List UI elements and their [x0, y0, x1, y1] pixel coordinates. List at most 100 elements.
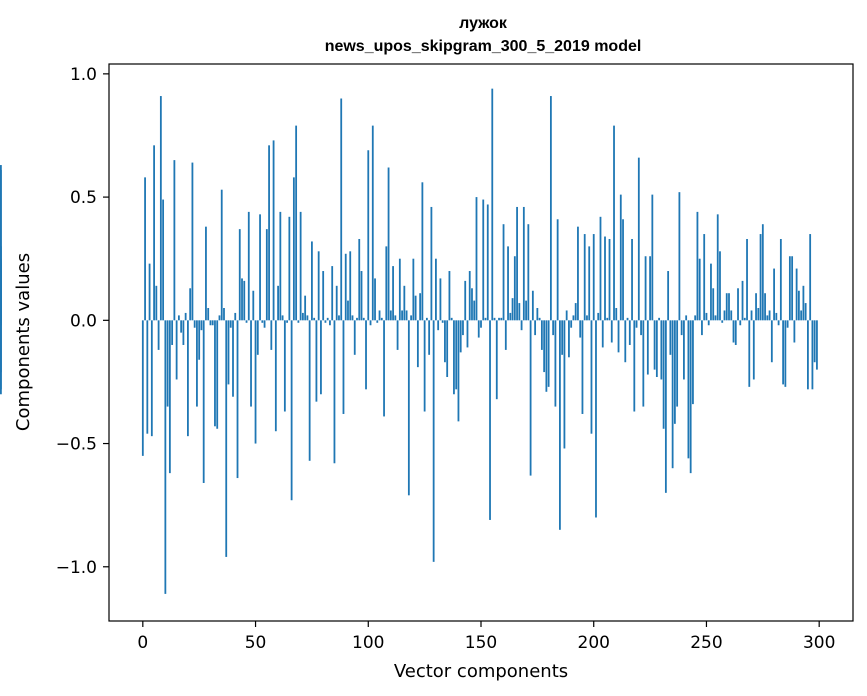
bar-135 [446, 320, 449, 378]
bar-115 [401, 310, 403, 321]
bar-15 [175, 320, 178, 380]
bar-22 [191, 162, 194, 321]
bar-183 [554, 320, 557, 407]
bar-284 [782, 320, 785, 385]
bar-236 [673, 320, 676, 424]
bar-98 [362, 317, 365, 321]
bar-145 [468, 271, 471, 321]
bar-164 [511, 298, 514, 321]
bar-154 [489, 320, 491, 520]
bar-130 [435, 258, 437, 321]
bar-167 [518, 303, 521, 321]
bar-96 [358, 238, 361, 321]
bar-9 [162, 199, 165, 321]
bar-220 [637, 157, 640, 321]
bar-274 [759, 234, 762, 321]
bar-94 [353, 320, 356, 355]
bar-153 [486, 204, 489, 321]
bar-256 [719, 251, 721, 321]
bar-235 [671, 320, 674, 469]
bar-103 [374, 278, 376, 321]
bar-213 [622, 219, 624, 321]
bar-149 [477, 320, 480, 338]
bar-78 [317, 251, 320, 321]
bar-246 [696, 211, 699, 321]
bar-73 [306, 315, 309, 321]
bar-266 [741, 280, 744, 321]
bar-40 [232, 320, 234, 397]
bar-286 [786, 320, 789, 328]
bar-121 [414, 295, 417, 321]
bar-5 [153, 145, 155, 321]
bar-239 [680, 320, 683, 336]
bar-278 [768, 310, 771, 321]
x-tick-label: 300 [803, 633, 835, 653]
bar-27 [202, 320, 205, 483]
bar-250 [705, 312, 708, 321]
bar-229 [658, 317, 661, 321]
bar-79 [320, 320, 322, 395]
bar-54 [263, 320, 266, 328]
bar-29 [207, 308, 210, 321]
bar-125 [423, 320, 426, 412]
bar-232 [664, 320, 667, 493]
bar-11 [166, 320, 169, 407]
bar-264 [737, 288, 739, 321]
bar-191 [572, 315, 575, 321]
bar-3 [148, 263, 151, 321]
bar-240 [683, 320, 685, 380]
bar-87 [338, 315, 340, 321]
bar-195 [581, 320, 584, 414]
bar-124 [421, 182, 424, 321]
bar-169 [522, 206, 525, 321]
bar-299 [816, 320, 818, 370]
bar-254 [714, 315, 717, 321]
bar-171 [527, 224, 530, 321]
bar-89 [342, 320, 345, 414]
bar-283 [779, 238, 782, 321]
bar-222 [642, 320, 645, 407]
bar-76 [313, 317, 316, 321]
bar-280 [773, 268, 775, 321]
bar-55 [265, 229, 268, 321]
bar-268 [746, 238, 748, 321]
bar-119 [410, 315, 413, 321]
bar-19 [184, 312, 187, 321]
bar-44 [241, 278, 243, 321]
bar-194 [579, 320, 582, 338]
bar-37 [225, 320, 228, 557]
bar-138 [453, 320, 455, 395]
bar-275 [761, 224, 764, 321]
bar-102 [371, 125, 374, 321]
bar-206 [606, 317, 609, 321]
bar-200 [592, 234, 595, 321]
bar-152 [484, 317, 487, 321]
bar-12 [168, 320, 171, 474]
bar-147 [473, 300, 476, 321]
bar-36 [223, 308, 225, 321]
bar-72 [304, 295, 307, 321]
bar-160 [502, 224, 505, 321]
bar-249 [703, 234, 706, 321]
bar-126 [425, 317, 428, 321]
bar-277 [766, 315, 769, 321]
bar-221 [640, 320, 642, 336]
bar-132 [439, 278, 442, 321]
x-axis-ticks: 0 50 100 150 200 250 300 [137, 621, 835, 653]
bar-150 [480, 320, 482, 328]
bar-190 [570, 320, 573, 328]
bar-248 [701, 320, 703, 336]
bar-110 [389, 310, 392, 321]
bar-202 [597, 312, 600, 321]
bar-187 [563, 320, 566, 449]
bar-209 [613, 125, 615, 321]
bar-261 [730, 310, 733, 321]
bar-189 [568, 320, 570, 358]
bar-144 [466, 320, 469, 348]
bar-159 [500, 317, 503, 321]
bar-95 [356, 317, 358, 321]
bar-241 [685, 315, 688, 321]
bar-90 [344, 253, 347, 321]
bar-290 [795, 268, 798, 321]
bar-undefined [0, 271, 2, 321]
